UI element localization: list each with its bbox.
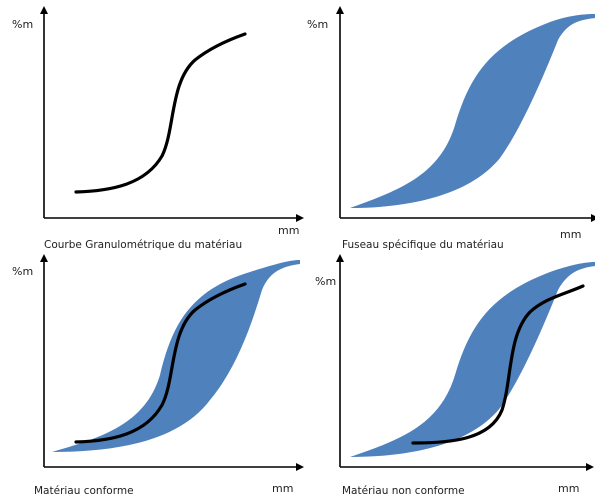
granulometric-curve bbox=[411, 284, 585, 445]
x-axis-label: mm bbox=[558, 482, 579, 495]
specification-band bbox=[350, 14, 595, 208]
panel-caption: Matériau conforme bbox=[34, 485, 134, 497]
y-axis-label: %m bbox=[12, 18, 33, 31]
x-axis-label: mm bbox=[560, 228, 581, 241]
x-axis-label: mm bbox=[278, 224, 299, 237]
panel-band-only: %m mm Fuseau spécifique du matériau bbox=[307, 6, 595, 251]
panel-caption: Courbe Granulométrique du matériau bbox=[44, 239, 242, 251]
x-axis-label: mm bbox=[272, 482, 293, 495]
y-axis-label: %m bbox=[315, 275, 336, 288]
panel-caption: Fuseau spécifique du matériau bbox=[342, 239, 504, 251]
y-axis-label: %m bbox=[12, 265, 33, 278]
granulometric-curve bbox=[74, 282, 247, 444]
specification-band bbox=[52, 260, 300, 452]
y-axis-label: %m bbox=[307, 18, 328, 31]
specification-band bbox=[350, 262, 595, 457]
panel-curve-only: %m mm Courbe Granulométrique du matériau bbox=[12, 6, 304, 251]
granulometric-curve bbox=[74, 32, 247, 194]
panel-conform: %m mm Matériau conforme bbox=[12, 254, 304, 497]
panel-non-conform: %m mm Matériau non conforme bbox=[315, 254, 595, 497]
panel-caption: Matériau non conforme bbox=[342, 485, 465, 497]
